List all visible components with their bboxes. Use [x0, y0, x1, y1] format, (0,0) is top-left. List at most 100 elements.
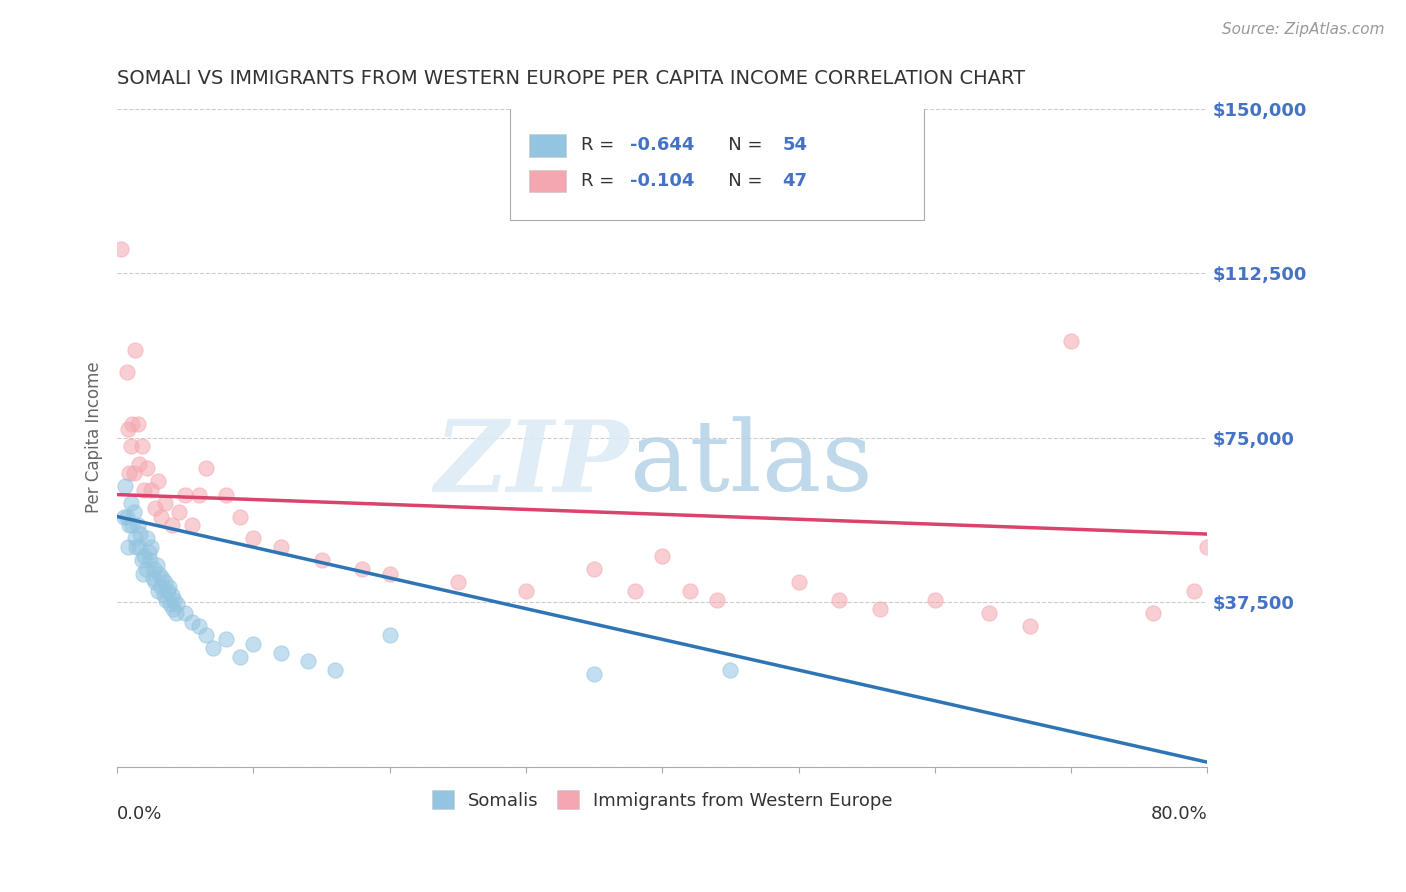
Point [323, 663, 346, 677]
Point [924, 593, 946, 607]
Point [515, 584, 537, 599]
FancyBboxPatch shape [509, 102, 924, 220]
Point [167, 505, 190, 519]
Point [215, 487, 238, 501]
Point [163, 593, 186, 607]
Point [114, 479, 136, 493]
Point [131, 439, 153, 453]
Point [134, 483, 156, 498]
Point [270, 540, 292, 554]
Point [678, 584, 700, 599]
Point [160, 589, 183, 603]
Point [136, 532, 159, 546]
Point [720, 663, 742, 677]
Point [120, 496, 142, 510]
FancyBboxPatch shape [529, 169, 567, 192]
Point [143, 562, 166, 576]
Text: R =: R = [581, 172, 620, 190]
Point [979, 606, 1001, 620]
Point [166, 597, 188, 611]
Point [118, 518, 141, 533]
Point [156, 584, 179, 599]
Point [125, 540, 148, 554]
Point [447, 575, 470, 590]
Point [115, 509, 138, 524]
Point [134, 549, 156, 563]
Point [162, 601, 184, 615]
Point [297, 654, 319, 668]
Point [110, 242, 132, 256]
Text: R =: R = [581, 136, 620, 154]
Point [157, 580, 180, 594]
Point [127, 518, 149, 533]
Text: 0.0%: 0.0% [117, 805, 163, 823]
Point [121, 518, 143, 533]
Point [115, 365, 138, 379]
FancyBboxPatch shape [529, 134, 567, 157]
Point [152, 589, 174, 603]
Point [143, 575, 166, 590]
Point [149, 580, 172, 594]
Point [706, 593, 728, 607]
Text: 54: 54 [782, 136, 807, 154]
Point [1197, 540, 1219, 554]
Point [583, 562, 606, 576]
Text: N =: N = [711, 136, 769, 154]
Point [181, 615, 204, 629]
Point [270, 646, 292, 660]
Point [311, 553, 333, 567]
Point [145, 558, 167, 572]
Point [869, 601, 891, 615]
Point [120, 439, 142, 453]
Point [153, 496, 176, 510]
Point [242, 637, 264, 651]
Point [787, 575, 810, 590]
Point [141, 540, 163, 554]
Point [174, 606, 197, 620]
Point [1182, 584, 1205, 599]
Point [143, 500, 166, 515]
Text: -0.104: -0.104 [630, 172, 695, 190]
Point [136, 461, 159, 475]
Point [378, 566, 401, 581]
Point [122, 466, 145, 480]
Point [583, 667, 606, 681]
Point [124, 343, 146, 357]
Point [352, 562, 374, 576]
Point [188, 619, 211, 633]
Point [139, 553, 162, 567]
Point [201, 641, 224, 656]
Point [129, 527, 152, 541]
Point [159, 597, 181, 611]
Point [146, 475, 169, 489]
Point [624, 584, 647, 599]
Text: 47: 47 [782, 172, 807, 190]
Point [378, 628, 401, 642]
Point [160, 518, 183, 533]
Point [117, 422, 139, 436]
Point [155, 593, 177, 607]
Point [118, 466, 141, 480]
Point [135, 562, 157, 576]
Point [174, 487, 197, 501]
Text: Source: ZipAtlas.com: Source: ZipAtlas.com [1222, 22, 1385, 37]
Point [127, 417, 149, 432]
Point [181, 518, 204, 533]
Point [149, 509, 172, 524]
Point [132, 566, 155, 581]
Point [194, 461, 217, 475]
Point [194, 628, 217, 642]
Point [146, 584, 169, 599]
Point [128, 540, 150, 554]
Text: atlas: atlas [630, 416, 872, 512]
Text: -0.644: -0.644 [630, 136, 695, 154]
Point [215, 632, 238, 647]
Point [142, 571, 165, 585]
Point [1142, 606, 1164, 620]
Point [150, 571, 173, 585]
Point [188, 487, 211, 501]
Point [141, 483, 163, 498]
Text: 80.0%: 80.0% [1150, 805, 1208, 823]
Y-axis label: Per Capita Income: Per Capita Income [86, 362, 103, 514]
Point [121, 417, 143, 432]
